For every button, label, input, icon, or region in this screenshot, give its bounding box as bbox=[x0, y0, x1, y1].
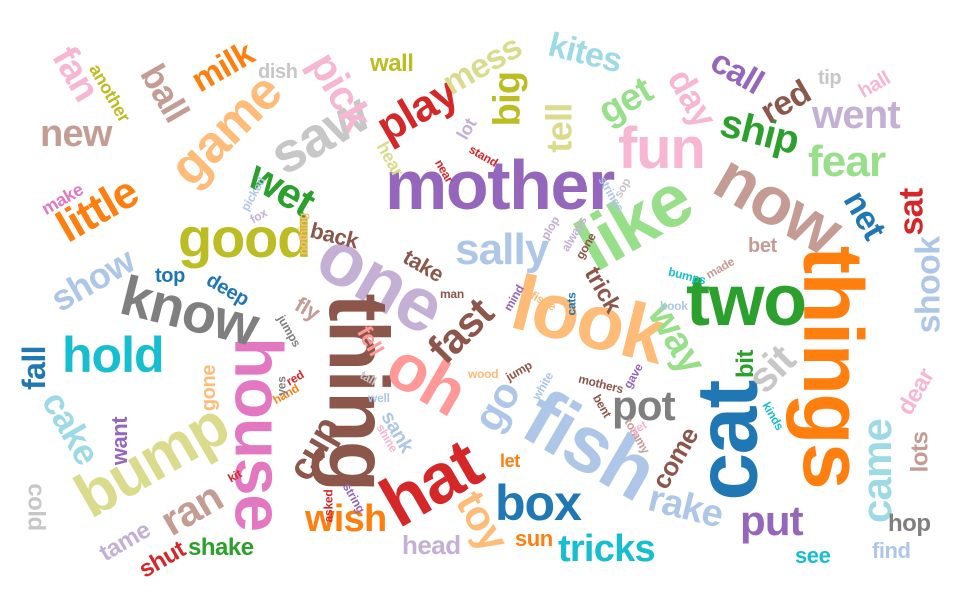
word-man: man bbox=[440, 287, 464, 301]
word-book: book bbox=[660, 299, 688, 313]
word-cold: cold bbox=[22, 483, 50, 531]
word-sat: sat bbox=[892, 188, 931, 236]
word-hop: hop bbox=[888, 510, 931, 537]
word-sally: sally bbox=[455, 225, 549, 274]
word-house: house bbox=[220, 337, 297, 531]
word-tell: tell bbox=[538, 103, 580, 153]
word-wall: wall bbox=[370, 50, 414, 77]
word-came: came bbox=[853, 418, 901, 524]
word-kites: kites bbox=[544, 25, 626, 81]
word-let: let bbox=[500, 451, 520, 471]
word-fun: fun bbox=[618, 116, 706, 181]
word-see: see bbox=[795, 543, 831, 568]
word-net: net bbox=[835, 184, 894, 246]
word-find: find bbox=[872, 538, 911, 563]
word-put: put bbox=[740, 497, 804, 544]
word-fall: fall bbox=[15, 346, 52, 390]
word-bit: bit bbox=[731, 350, 759, 378]
word-bet: bet bbox=[748, 235, 777, 257]
word-head: head bbox=[402, 530, 461, 560]
word-well: well bbox=[368, 391, 390, 405]
word-new: new bbox=[40, 113, 112, 155]
word-cats: cats bbox=[564, 292, 579, 316]
word-nothing: nothing bbox=[296, 212, 311, 256]
word-dear: dear bbox=[892, 363, 940, 420]
word-cake: cake bbox=[33, 384, 109, 472]
word-fear: fear bbox=[808, 137, 886, 186]
word-good: good bbox=[178, 206, 311, 269]
word-gone: gone bbox=[198, 364, 221, 412]
word-hold: hold bbox=[62, 327, 165, 383]
word-call: call bbox=[704, 42, 770, 102]
word-lot: lot bbox=[452, 114, 481, 144]
word-two: two bbox=[686, 261, 807, 341]
word-asked: asked bbox=[321, 489, 336, 523]
word-box: box bbox=[495, 475, 582, 531]
word-want: want bbox=[107, 416, 133, 466]
word-pot: pot bbox=[612, 382, 676, 429]
word-shake: shake bbox=[188, 534, 254, 561]
word-went: went bbox=[812, 93, 901, 137]
word-mother: mother bbox=[385, 146, 615, 224]
word-little: little bbox=[48, 167, 147, 253]
word-lots: lots bbox=[906, 431, 934, 473]
word-top: top bbox=[155, 265, 185, 287]
word-sun: sun bbox=[515, 526, 553, 551]
word-shook: shook bbox=[909, 236, 948, 334]
word-go: go bbox=[463, 372, 530, 439]
word-wish: wish bbox=[305, 498, 387, 540]
word-jump: jump bbox=[503, 358, 535, 384]
word-tricks: tricks bbox=[558, 528, 656, 570]
word-yes: yes bbox=[274, 376, 289, 396]
word-tip: tip bbox=[818, 67, 842, 89]
word-wood: wood bbox=[468, 367, 499, 381]
word-dish: dish bbox=[258, 61, 298, 83]
